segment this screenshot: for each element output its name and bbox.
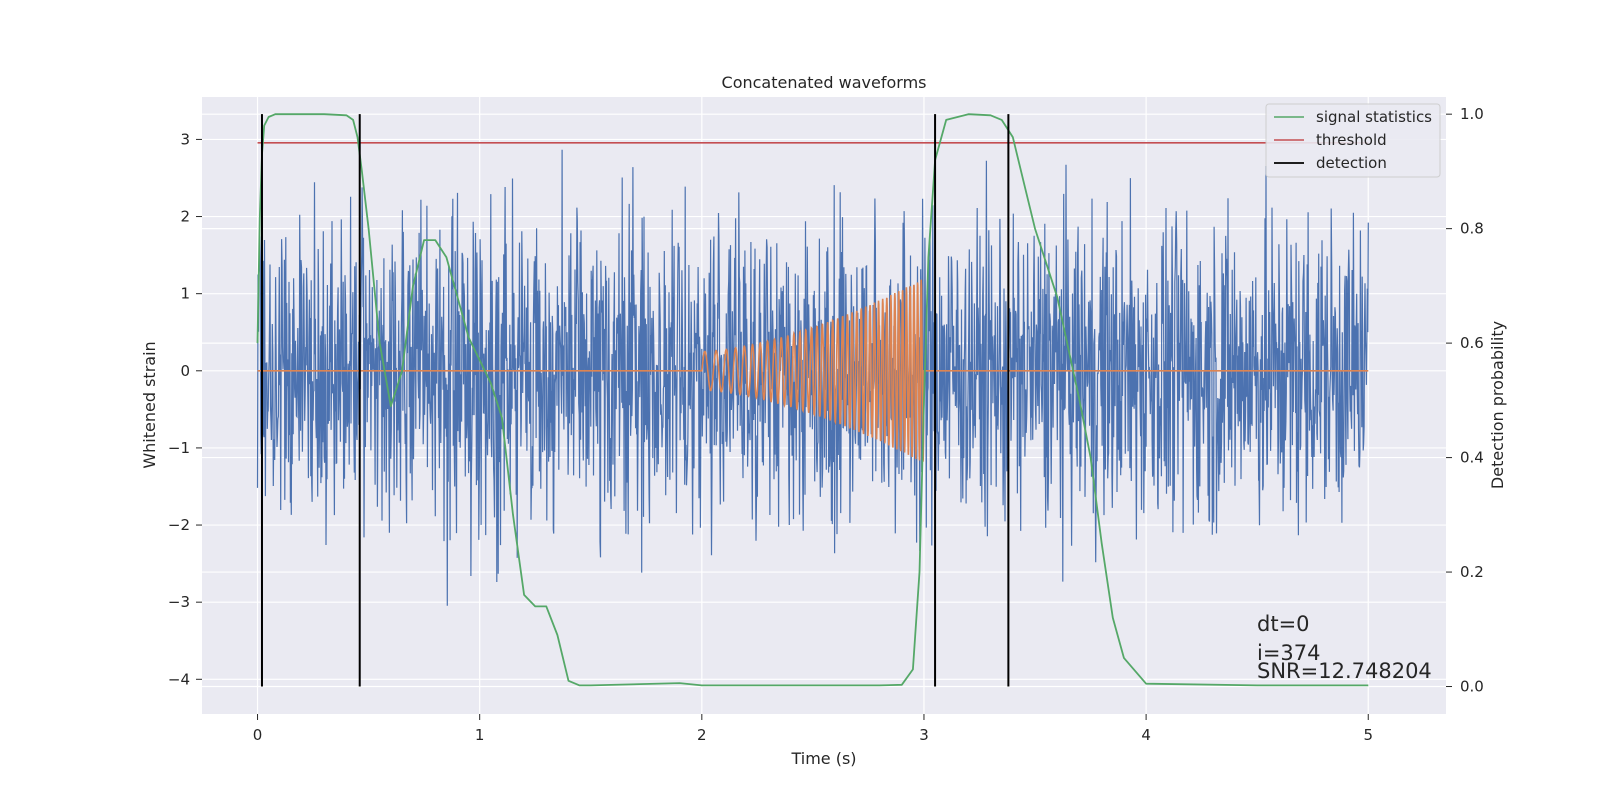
y-left-tick-label: −1: [168, 439, 190, 457]
y-left-tick-label: 0: [180, 362, 190, 380]
x-tick-label: 0: [253, 726, 263, 744]
x-tick-label: 3: [919, 726, 929, 744]
y-right-tick-label: 1.0: [1460, 105, 1484, 123]
y-right-tick-label: 0.6: [1460, 334, 1484, 352]
chart-title: Concatenated waveforms: [722, 73, 927, 92]
y-left-tick-label: 3: [180, 130, 190, 148]
injection-line: [257, 279, 1369, 462]
legend-label-signal-statistics: signal statistics: [1316, 108, 1432, 126]
x-tick-label: 5: [1363, 726, 1373, 744]
legend-label-threshold: threshold: [1316, 131, 1387, 149]
x-tick-label: 2: [697, 726, 707, 744]
annotation-index: i=374: [1257, 641, 1321, 665]
plot-area: [256, 113, 1369, 687]
x-tick-label: 4: [1141, 726, 1151, 744]
y-left-tick-label: −3: [168, 593, 190, 611]
y-right-tick-label: 0.0: [1460, 678, 1484, 696]
y-right-tick-label: 0.4: [1460, 449, 1484, 467]
axes: 0 1 2 3 4 5 3 2 1 0 −1 −2 −3 −4 1.0 0.8 0.6 0.4 0.2 0.0: [168, 105, 1484, 744]
y-left-tick-label: 1: [180, 285, 190, 303]
y-right-tick-label: 0.2: [1460, 563, 1484, 581]
legend: signal statistics threshold detection: [1265, 103, 1441, 178]
legend-label-detection: detection: [1316, 154, 1387, 172]
y-left-tick-label: −2: [168, 516, 190, 534]
y-left-tick-label: 2: [180, 208, 190, 226]
y-axis-label-right: Detection probability: [1488, 321, 1507, 489]
signal-statistics-line: [256, 113, 1369, 687]
annotation-group: dt=0 i=374 SNR=12.748204: [1257, 612, 1432, 683]
x-tick-label: 1: [475, 726, 485, 744]
y-axis-label-left: Whitened strain: [140, 341, 159, 468]
y-right-tick-label: 0.8: [1460, 220, 1484, 238]
annotation-dt: dt=0: [1257, 612, 1310, 636]
annotation-snr: SNR=12.748204: [1257, 659, 1432, 683]
y-left-tick-label: −4: [168, 670, 190, 688]
x-axis-label: Time (s): [790, 749, 856, 768]
legend-box: [1265, 103, 1441, 178]
